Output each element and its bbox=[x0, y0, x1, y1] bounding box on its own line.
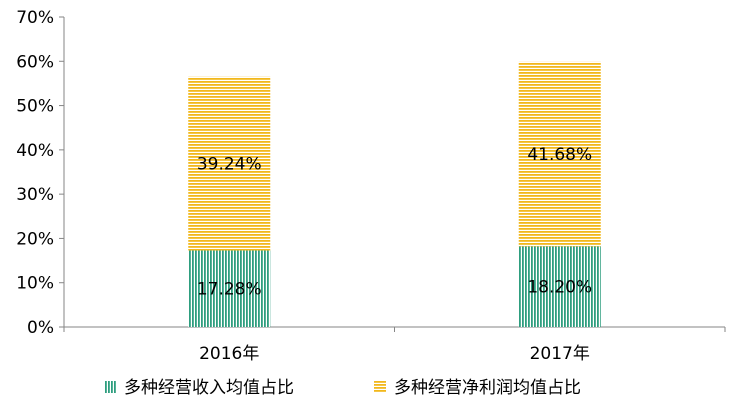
y-tick-label: 50% bbox=[16, 97, 54, 117]
legend-label: 多种经营净利润均值占比 bbox=[394, 378, 581, 398]
bar-segment bbox=[518, 61, 601, 247]
bar-segment bbox=[518, 246, 601, 327]
y-tick-label: 70% bbox=[16, 8, 54, 28]
y-tick-label: 60% bbox=[16, 52, 54, 72]
bar-segment bbox=[188, 250, 271, 327]
legend-swatch bbox=[374, 381, 386, 393]
x-category-label: 2016年 bbox=[199, 344, 259, 364]
data-label: 39.24% bbox=[197, 155, 262, 175]
y-tick-label: 0% bbox=[27, 318, 54, 338]
y-tick-label: 20% bbox=[16, 229, 54, 249]
x-category-label: 2017年 bbox=[530, 344, 590, 364]
y-tick-label: 10% bbox=[16, 274, 54, 294]
bars bbox=[188, 61, 601, 327]
legend-label: 多种经营收入均值占比 bbox=[124, 378, 294, 398]
data-label: 17.28% bbox=[197, 280, 262, 300]
y-tick-label: 30% bbox=[16, 185, 54, 205]
axes: 0% 10% 20% 30% 40% 50% 60% 70% bbox=[16, 8, 726, 338]
legend-swatch bbox=[104, 381, 116, 393]
legend: 多种经营收入均值占比 多种经营净利润均值占比 bbox=[104, 378, 581, 398]
bar-segment bbox=[188, 76, 271, 251]
data-label: 18.20% bbox=[527, 278, 592, 298]
labels: 17.28% 39.24% 2016年 18.20% 41.68% 2017年 bbox=[197, 145, 592, 364]
y-tick-label: 40% bbox=[16, 141, 54, 161]
data-label: 41.68% bbox=[527, 145, 592, 165]
